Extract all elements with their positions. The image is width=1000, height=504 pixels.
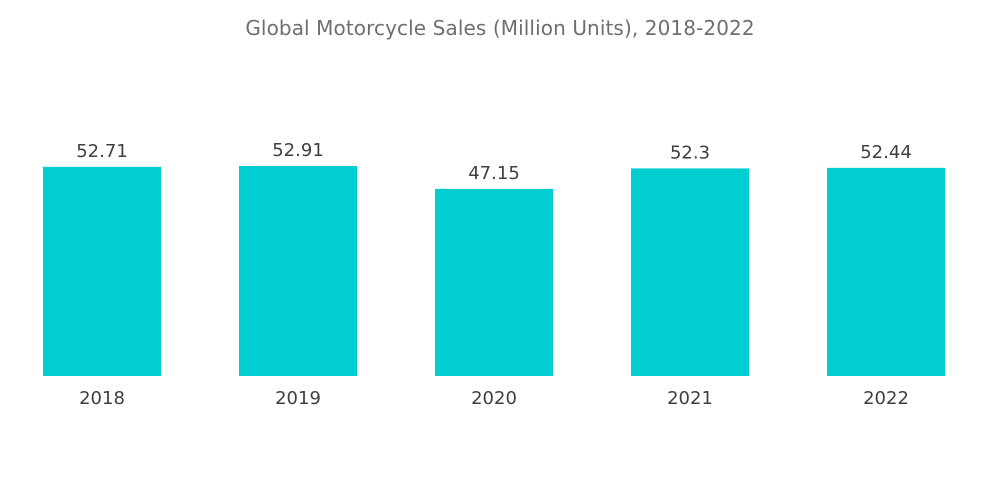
category-label-2021: 2021 <box>667 388 713 409</box>
bar-2022 <box>827 167 945 376</box>
category-label-2019: 2019 <box>275 388 321 409</box>
category-label-2022: 2022 <box>863 388 909 409</box>
chart-title: Global Motorcycle Sales (Million Units),… <box>245 16 755 40</box>
bar-2021 <box>631 168 749 376</box>
bar-2020 <box>435 188 553 376</box>
value-label-2022: 52.44 <box>860 142 912 163</box>
value-label-2020: 47.15 <box>468 163 520 184</box>
bar-2019 <box>239 166 357 376</box>
value-label-2018: 52.71 <box>76 141 128 162</box>
bar-2018 <box>43 166 161 376</box>
category-label-2020: 2020 <box>471 388 517 409</box>
value-label-2019: 52.91 <box>272 140 324 161</box>
category-label-2018: 2018 <box>79 388 125 409</box>
value-label-2021: 52.3 <box>670 142 710 163</box>
